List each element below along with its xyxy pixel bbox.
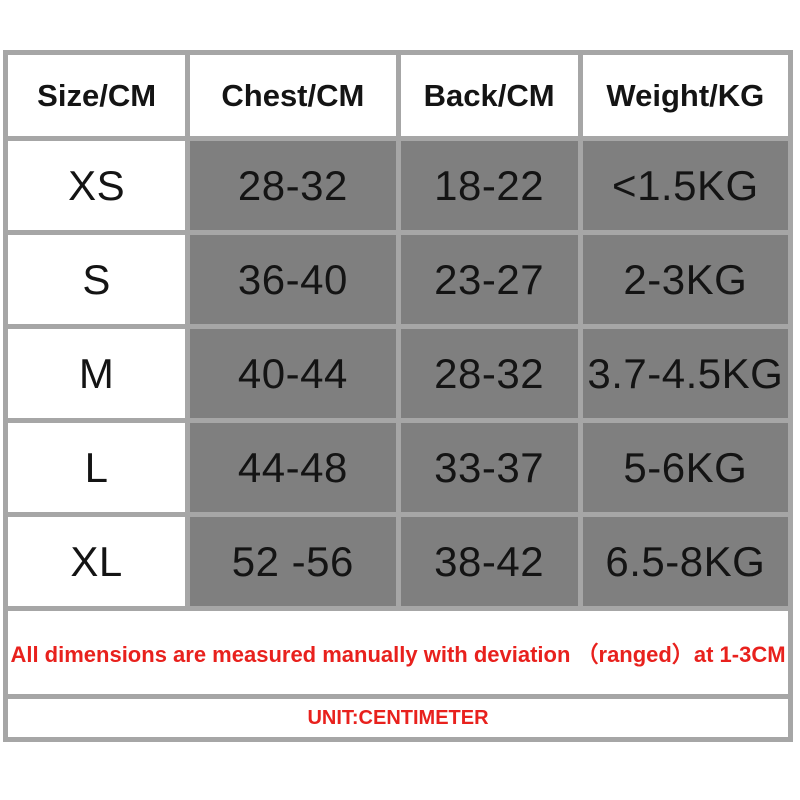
chest-cell-m: 40-44 — [190, 329, 396, 418]
measurement-deviation-note: All dimensions are measured manually wit… — [8, 611, 788, 694]
size-cell-s: S — [8, 235, 186, 324]
column-header-back: Back/CM — [400, 55, 578, 136]
back-cell-xl: 38-42 — [400, 517, 578, 606]
size-chart-table: Size/CM Chest/CM Back/CM Weight/KG XS 28… — [3, 50, 793, 742]
weight-cell-xs: <1.5KG — [582, 141, 788, 230]
weight-cell-m: 3.7-4.5KG — [582, 329, 788, 418]
back-cell-m: 28-32 — [400, 329, 578, 418]
back-cell-l: 33-37 — [400, 423, 578, 512]
size-cell-m: M — [8, 329, 186, 418]
column-header-size: Size/CM — [8, 55, 186, 136]
size-cell-xl: XL — [8, 517, 186, 606]
weight-cell-s: 2-3KG — [582, 235, 788, 324]
unit-note: UNIT:CENTIMETER — [8, 699, 788, 737]
weight-cell-xl: 6.5-8KG — [582, 517, 788, 606]
size-cell-xs: XS — [8, 141, 186, 230]
chest-cell-xl: 52 -56 — [190, 517, 396, 606]
back-cell-xs: 18-22 — [400, 141, 578, 230]
column-header-weight: Weight/KG — [582, 55, 788, 136]
chest-cell-xs: 28-32 — [190, 141, 396, 230]
chest-cell-s: 36-40 — [190, 235, 396, 324]
size-cell-l: L — [8, 423, 186, 512]
column-header-chest: Chest/CM — [190, 55, 396, 136]
chest-cell-l: 44-48 — [190, 423, 396, 512]
back-cell-s: 23-27 — [400, 235, 578, 324]
weight-cell-l: 5-6KG — [582, 423, 788, 512]
